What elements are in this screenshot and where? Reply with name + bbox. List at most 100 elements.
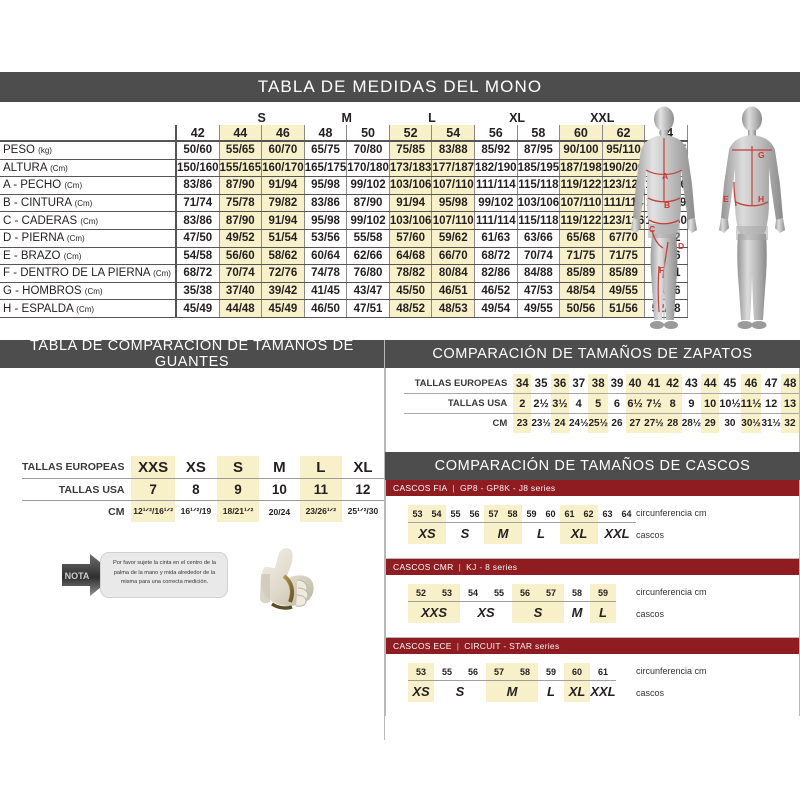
helmet-circumference-cell: 53	[434, 584, 460, 602]
mono-cell: 85/89	[559, 264, 603, 283]
helmet-size-cell: XS	[408, 522, 446, 544]
mono-row-label: G - HOMBROS (Cm)	[0, 282, 177, 301]
helmet-size-cell: XXL	[604, 526, 630, 541]
mono-row-label: F - DENTRO DE LA PIERNA (Cm)	[0, 264, 177, 283]
helmet-standard-name: CASCOS CMR	[393, 562, 454, 572]
spacer	[385, 440, 800, 452]
mono-cell: 115/118	[517, 176, 561, 195]
mono-cell: 68/72	[474, 247, 518, 266]
helmet-size-cell: S	[512, 601, 564, 623]
gloves-cell: 18/21¹ᐟ²	[216, 500, 260, 522]
helmet-circumference-cell: 60	[541, 505, 560, 523]
helmet-block-0: 53 54 55 56 57 58 59 60 61 62 63 64 XS S M L XL XXL circun…	[386, 496, 799, 558]
shoes-row-label: TALLAS EUROPEAS	[404, 374, 514, 394]
mono-size-60: 60	[559, 125, 603, 142]
mono-group-row: S M L XL XXL	[0, 111, 687, 125]
helmet-block-2: 53 55 56 57 58 59 60 61 XS S M L XL XXL circunferencia…	[386, 654, 799, 716]
shoes-cell: 42	[663, 374, 682, 394]
gloves-cell: S	[216, 456, 260, 479]
figure-label-a: A	[662, 171, 669, 181]
mono-cell: 79/82	[261, 194, 305, 213]
shoes-cell: 4	[569, 393, 589, 414]
figure-label-c: C	[649, 224, 656, 234]
shoes-row-cm: CM 23 23½ 24 24½ 25½ 26 27 27½ 28 28½ 29 30 30½ 31½ 32	[404, 413, 799, 433]
mono-cell: 66/70	[431, 247, 475, 266]
mono-group-L: L	[428, 111, 436, 125]
helmet-table: 53 54 55 56 57 58 59 60 61 62 63 64 XS S M L XL XXL	[408, 505, 636, 544]
mono-cell: 107/110	[431, 211, 475, 230]
mono-cell: 49/52	[219, 229, 263, 248]
shoes-cell: 28	[663, 413, 682, 433]
mono-cell: 87/95	[517, 141, 561, 160]
mono-size-44: 44	[219, 125, 263, 142]
helmet-table: 52 53 54 55 56 57 58 59 XXS XS S M L	[408, 584, 616, 623]
mono-row-label: ALTURA (Cm)	[0, 159, 177, 178]
helmet-size-cell: S	[460, 526, 470, 541]
mono-cell: 46/50	[304, 299, 348, 318]
mono-cell: 91/94	[261, 176, 305, 195]
mono-row-label: E - BRAZO (Cm)	[0, 247, 177, 266]
helmet-size-cell: XXS	[408, 601, 460, 623]
mono-cell: 87/90	[219, 211, 263, 230]
lower-sections: TABLA DE COMPARACIÓN DE TAMAÑOS DE GUANT…	[0, 338, 800, 800]
mono-cell: 160/170	[261, 159, 305, 178]
mono-cell: 99/102	[474, 194, 518, 213]
mono-cell: 65/75	[304, 141, 348, 160]
mono-cell: 49/55	[602, 282, 646, 301]
mono-measurements-table: S M L XL XXL424446485052545658606264PESO (kg…	[0, 111, 688, 318]
shoes-cell: 34	[513, 374, 532, 394]
mono-cell: 71/74	[174, 194, 220, 213]
helmet-note-cascos: cascos	[636, 688, 665, 698]
mono-row-label: B - CINTURA (Cm)	[0, 194, 177, 213]
helmet-circumference-cell: 61	[590, 663, 616, 681]
figure-label-f: F	[659, 265, 665, 275]
mono-cell: 95/98	[304, 176, 348, 195]
helmets-section: COMPARACIÓN DE TAMAÑOS DE CASCOS CASCOS …	[385, 452, 800, 716]
shoes-cell: 5	[588, 393, 608, 414]
mono-cell: 82/86	[474, 264, 518, 283]
mono-cell: 71/75	[602, 247, 646, 266]
mono-cell: 87/90	[219, 176, 263, 195]
mono-cell: 65/68	[559, 229, 603, 248]
mono-size-48: 48	[304, 125, 348, 142]
mono-cell: 55/65	[219, 141, 263, 160]
nota-text: Por favor sujete la cinta en el centro d…	[100, 552, 228, 598]
mono-cell: 47/50	[174, 229, 220, 248]
mono-cell: 177/187	[431, 159, 475, 178]
mono-cell: 35/38	[174, 282, 220, 301]
gloves-cell: 9	[216, 478, 260, 501]
mono-cell: 70/80	[346, 141, 390, 160]
mono-cell: 64/68	[389, 247, 433, 266]
helmet-circumference-cell: 59	[538, 663, 564, 681]
mono-row-label: D - PIERNA (Cm)	[0, 229, 177, 248]
mono-section: TABLA DE MEDIDAS DEL MONO S M L XL XXL 42 44 46…	[0, 72, 800, 342]
mono-cell: 119/122	[559, 211, 603, 230]
mono-cell: 54/58	[174, 247, 220, 266]
shoes-cell: 30½	[740, 413, 762, 433]
gloves-row-label: TALLAS USA	[22, 478, 132, 501]
helmet-circumference-cell: 58	[512, 663, 538, 681]
mono-cell: 173/183	[389, 159, 433, 178]
helmet-size-cell: L	[547, 684, 555, 699]
mono-cell: 165/175	[304, 159, 348, 178]
helmet-size-cell: M	[571, 605, 583, 620]
helmet-circumference-cell: 55	[434, 663, 460, 681]
mono-row-label: H - ESPALDA (Cm)	[0, 299, 177, 318]
figure-label-h: H	[758, 194, 765, 204]
shoes-cell: 24½	[569, 418, 589, 429]
helmet-divider	[386, 558, 799, 559]
mono-cell: 150/160	[174, 159, 220, 178]
helmet-circumference-cell: 54	[427, 505, 446, 523]
mono-cell: 47/51	[346, 299, 390, 318]
mono-row-label: C - CADERAS (Cm)	[0, 211, 177, 230]
helmet-circumference-cell: 59	[590, 584, 616, 602]
shoes-cell: 27½	[644, 413, 664, 433]
helmet-number-row: 53 55 56 57 58 59 60 61	[408, 663, 616, 681]
mono-cell: 95/110	[602, 141, 646, 160]
mono-cell: 99/102	[346, 176, 390, 195]
gloves-cell: 16¹ᐟ²/19	[180, 506, 212, 516]
helmet-circumference-cell: 55	[446, 505, 465, 523]
shoes-cell: 8	[663, 393, 682, 414]
mono-size-50: 50	[346, 125, 390, 142]
helmet-blocks: CASCOS FIA | GP8 - GP8K - J8 series 53 54 55 5…	[385, 480, 800, 716]
